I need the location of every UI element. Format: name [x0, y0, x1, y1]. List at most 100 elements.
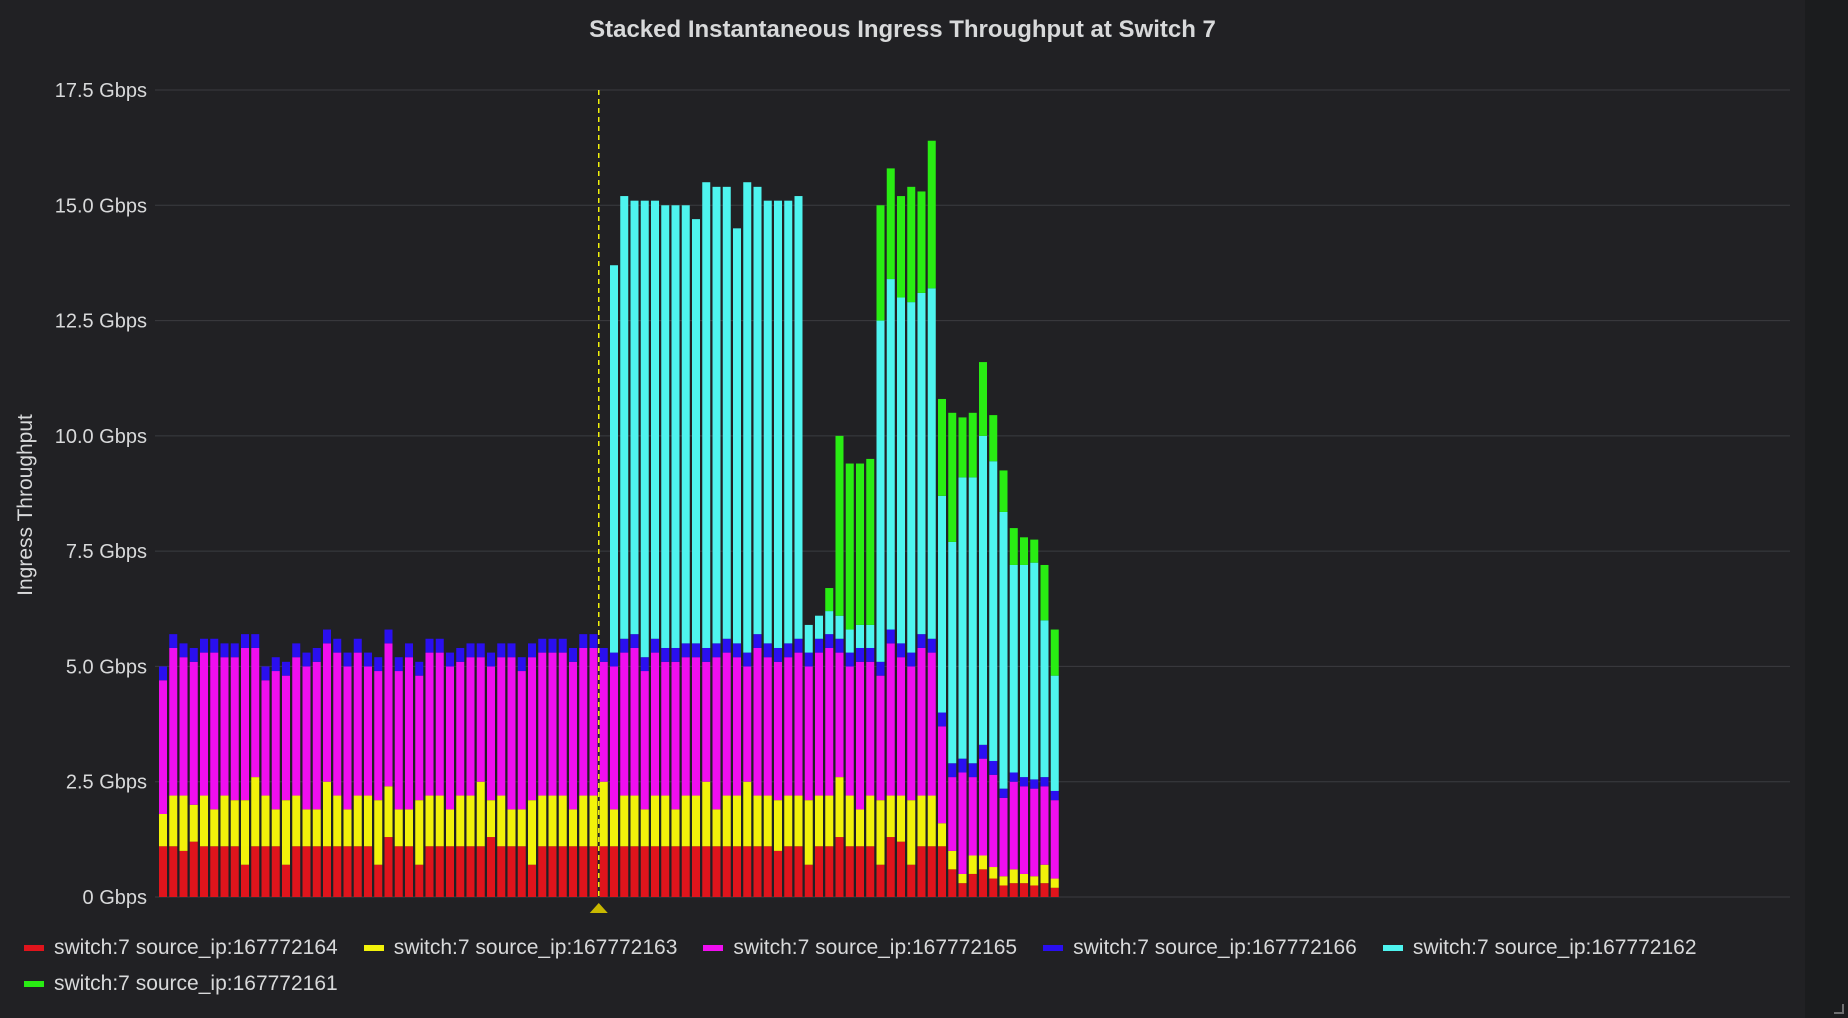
bar-segment-series-0[interactable]	[681, 846, 690, 897]
bar-segment-series-4[interactable]	[825, 611, 834, 635]
bar-segment-series-4[interactable]	[692, 219, 700, 644]
bar-segment-series-2[interactable]	[999, 797, 1008, 877]
bar-segment-series-2[interactable]	[425, 652, 434, 796]
bar-segment-series-3[interactable]	[435, 638, 444, 653]
bar-segment-series-0[interactable]	[712, 846, 721, 897]
bar-segment-series-1[interactable]	[938, 823, 946, 847]
bar-segment-series-1[interactable]	[968, 855, 977, 874]
bar-segment-series-0[interactable]	[774, 850, 782, 897]
bar-segment-series-2[interactable]	[466, 657, 475, 796]
bar-segment-series-0[interactable]	[948, 869, 957, 897]
bar-segment-series-0[interactable]	[189, 841, 198, 897]
bar-segment-series-1[interactable]	[220, 795, 229, 847]
bar-segment-series-0[interactable]	[220, 846, 229, 897]
bar-segment-series-5[interactable]	[1009, 528, 1018, 565]
bar-segment-series-1[interactable]	[589, 795, 598, 847]
bar-segment-series-2[interactable]	[343, 666, 352, 810]
bar-segment-series-1[interactable]	[394, 809, 403, 847]
bar-segment-series-5[interactable]	[917, 191, 926, 293]
bar-segment-series-0[interactable]	[384, 837, 393, 897]
bar-segment-series-0[interactable]	[907, 864, 916, 897]
bar-segment-series-4[interactable]	[1050, 675, 1059, 791]
bar-segment-series-2[interactable]	[169, 647, 178, 796]
bar-segment-series-2[interactable]	[722, 652, 731, 796]
bar-segment-series-2[interactable]	[384, 643, 393, 787]
bar-segment-series-2[interactable]	[558, 652, 567, 796]
bar-segment-series-0[interactable]	[548, 846, 557, 897]
bar-segment-series-2[interactable]	[1009, 781, 1018, 870]
bar-segment-series-0[interactable]	[835, 837, 844, 897]
bar-segment-series-1[interactable]	[415, 800, 424, 865]
bar-segment-series-4[interactable]	[620, 196, 629, 639]
legend-item[interactable]: switch:7 source_ip:167772164	[24, 930, 338, 966]
bar-segment-series-2[interactable]	[979, 758, 987, 856]
bar-segment-series-1[interactable]	[179, 795, 188, 851]
bar-segment-series-0[interactable]	[733, 846, 741, 897]
bar-segment-series-0[interactable]	[333, 846, 342, 897]
bar-segment-series-4[interactable]	[640, 200, 649, 658]
bar-segment-series-3[interactable]	[1009, 772, 1018, 782]
bar-segment-series-0[interactable]	[394, 846, 403, 897]
bar-segment-series-1[interactable]	[1020, 873, 1028, 884]
bar-segment-series-4[interactable]	[999, 511, 1008, 789]
bar-segment-series-1[interactable]	[446, 809, 454, 847]
bar-segment-series-0[interactable]	[528, 864, 536, 897]
bar-segment-series-4[interactable]	[702, 182, 711, 648]
bar-segment-series-4[interactable]	[866, 624, 875, 648]
bar-segment-series-0[interactable]	[405, 846, 413, 897]
bar-segment-series-1[interactable]	[825, 795, 834, 847]
bar-segment-series-3[interactable]	[692, 643, 700, 658]
bar-segment-series-2[interactable]	[917, 647, 926, 796]
bar-segment-series-0[interactable]	[497, 846, 506, 897]
bar-segment-series-2[interactable]	[897, 657, 905, 796]
bar-segment-series-3[interactable]	[446, 652, 454, 667]
bar-segment-series-0[interactable]	[866, 846, 875, 897]
bar-segment-series-5[interactable]	[825, 588, 834, 612]
bar-segment-series-2[interactable]	[753, 647, 762, 796]
bar-segment-series-2[interactable]	[692, 657, 700, 796]
bar-segment-series-4[interactable]	[907, 302, 916, 653]
bar-segment-series-4[interactable]	[876, 320, 885, 662]
bar-segment-series-3[interactable]	[1030, 779, 1039, 789]
bar-segment-series-3[interactable]	[312, 647, 321, 662]
bar-segment-series-1[interactable]	[753, 795, 762, 847]
bar-segment-series-1[interactable]	[353, 795, 362, 847]
bar-segment-series-4[interactable]	[763, 200, 772, 644]
bar-segment-series-1[interactable]	[487, 800, 495, 838]
bar-segment-series-4[interactable]	[630, 200, 639, 635]
bar-segment-series-2[interactable]	[538, 652, 547, 796]
bar-segment-series-4[interactable]	[968, 477, 977, 764]
bar-segment-series-0[interactable]	[323, 846, 331, 897]
bar-segment-series-3[interactable]	[886, 629, 895, 644]
bar-segment-series-0[interactable]	[200, 846, 208, 897]
bar-segment-series-2[interactable]	[1040, 786, 1049, 865]
bar-segment-series-1[interactable]	[579, 795, 588, 847]
bar-segment-series-4[interactable]	[1040, 620, 1049, 778]
bar-segment-series-3[interactable]	[897, 643, 905, 658]
bar-segment-series-2[interactable]	[271, 671, 280, 810]
bar-segment-series-3[interactable]	[610, 652, 618, 667]
bar-segment-series-3[interactable]	[487, 652, 495, 667]
bar-segment-series-5[interactable]	[835, 435, 844, 616]
bar-segment-series-3[interactable]	[784, 643, 793, 658]
bar-segment-series-0[interactable]	[979, 869, 987, 897]
bar-segment-series-3[interactable]	[804, 652, 813, 667]
bar-segment-series-0[interactable]	[261, 846, 270, 897]
bar-segment-series-1[interactable]	[979, 855, 987, 870]
bar-segment-series-1[interactable]	[456, 795, 465, 847]
chart-canvas[interactable]: 0 Gbps 2.5 Gbps 5.0 Gbps 7.5 Gbps 10.0 Gbps 1…	[0, 0, 1805, 930]
bar-segment-series-3[interactable]	[528, 643, 536, 658]
bar-segment-series-2[interactable]	[763, 657, 772, 796]
bar-segment-series-4[interactable]	[927, 288, 936, 639]
bar-segment-series-1[interactable]	[927, 795, 936, 847]
bar-segment-series-3[interactable]	[917, 634, 926, 648]
bar-segment-series-0[interactable]	[630, 846, 639, 897]
bar-segment-series-1[interactable]	[835, 777, 844, 838]
bar-segment-series-2[interactable]	[989, 774, 998, 868]
bar-segment-series-4[interactable]	[733, 228, 741, 644]
bar-segment-series-3[interactable]	[958, 758, 967, 773]
bar-segment-series-1[interactable]	[189, 804, 198, 842]
bar-segment-series-0[interactable]	[958, 883, 967, 897]
bar-segment-series-0[interactable]	[671, 846, 680, 897]
bar-segment-series-5[interactable]	[999, 470, 1008, 512]
